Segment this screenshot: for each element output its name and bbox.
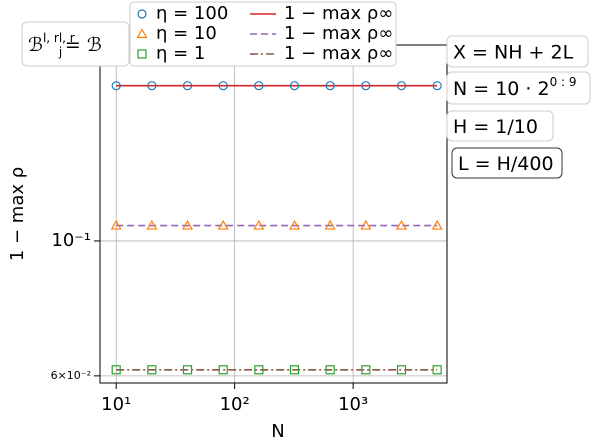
y-tick-label: 6×10⁻² [51, 369, 91, 382]
marker [137, 9, 147, 19]
marker [431, 219, 443, 230]
marker [253, 219, 265, 230]
marker [396, 365, 407, 375]
annotation-box [446, 110, 554, 142]
marker [361, 365, 371, 375]
y-tick-label: 10⁻¹ [51, 230, 91, 251]
annotation-part: 0 : 9 [550, 75, 577, 89]
legend-label: η = 1 [156, 43, 205, 64]
annotation-part: L = H/400 [458, 153, 554, 175]
marker [111, 81, 121, 91]
annotation-part: ℬ [28, 34, 43, 56]
annotation: X = NH + 2L [453, 41, 574, 63]
legend-label: 1 − max ρ∞ [284, 23, 393, 44]
annotation-part: N = 10 · 2 [453, 78, 550, 100]
marker [254, 365, 264, 375]
marker [218, 365, 228, 375]
marker [325, 81, 335, 91]
marker [182, 365, 193, 375]
annotation: L = H/400 [458, 153, 554, 175]
annotation-part: H = 1/10 [453, 116, 538, 138]
annotation-box [446, 71, 591, 105]
marker [182, 81, 193, 91]
marker [361, 81, 371, 91]
x-axis-label: N [271, 421, 284, 442]
marker [395, 219, 408, 230]
legend-label: 1 − max ρ∞ [284, 43, 393, 64]
annotation-part: = ℬ [59, 34, 102, 56]
marker [325, 365, 335, 375]
marker [110, 219, 122, 230]
annotation: H = 1/10 [453, 116, 538, 138]
marker [432, 81, 442, 91]
marker [288, 219, 301, 230]
marker [396, 81, 407, 91]
annotation-part: l, r [59, 31, 75, 45]
annotation-box [446, 35, 589, 68]
marker [289, 81, 300, 91]
marker [218, 81, 228, 91]
marker [111, 365, 121, 375]
marker [137, 49, 147, 59]
x-tick-label: 10¹ [101, 394, 131, 415]
marker [254, 81, 264, 91]
marker [360, 219, 372, 230]
annotation: N = 10 · 20 : 9 [453, 75, 577, 100]
x-tick-label: 10³ [338, 394, 368, 415]
legend-label: η = 10 [156, 23, 217, 44]
annotation-part: X = NH + 2L [453, 41, 574, 63]
marker [289, 365, 300, 375]
marker [147, 365, 157, 375]
plot-frame [99, 44, 448, 384]
marker [181, 219, 194, 230]
annotation-box [21, 21, 130, 67]
marker [136, 28, 148, 39]
y-axis-label: 1 − max ρ [7, 167, 28, 261]
marker [147, 81, 157, 91]
legend-label: 1 − max ρ∞ [284, 3, 393, 24]
marker [146, 219, 158, 230]
x-tick-label: 10² [220, 394, 250, 415]
annotation-part: j [58, 45, 62, 59]
annotation-box [451, 147, 563, 179]
legend-label: η = 100 [156, 3, 228, 24]
marker [217, 219, 229, 230]
annotation-part: l, r [43, 31, 59, 45]
annotation: ℬl, r = ℬjl, r [28, 31, 102, 59]
marker [324, 219, 336, 230]
marker [432, 365, 442, 375]
